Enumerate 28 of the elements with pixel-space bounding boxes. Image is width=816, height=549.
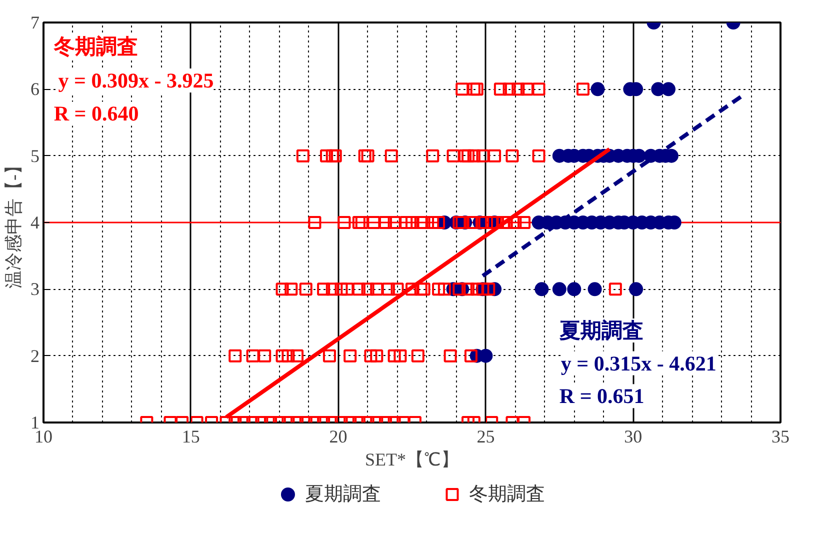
annotation: R = 0.651 [559, 384, 644, 408]
annotation: y = 0.309x - 3.925 [58, 68, 214, 92]
y-tick-label: 2 [30, 346, 40, 366]
y-tick-label: 6 [30, 79, 40, 100]
point [567, 282, 582, 296]
point [552, 282, 566, 296]
y-tick-label: 3 [30, 279, 40, 300]
point [588, 282, 602, 296]
y-tick-label: 7 [30, 12, 40, 32]
x-tick-label: 35 [772, 426, 790, 446]
point [590, 82, 605, 96]
annotation: R = 0.640 [54, 102, 139, 126]
point [629, 282, 644, 296]
point [661, 82, 676, 96]
x-tick-label: 15 [182, 426, 200, 446]
point [534, 282, 549, 296]
x-axis-title: SET*【℃】 [365, 450, 460, 470]
annotation: y = 0.315x - 4.621 [560, 351, 716, 376]
legend-label: 夏期調査 [304, 484, 381, 505]
x-tick-label: 20 [329, 426, 348, 446]
y-tick-label: 5 [30, 146, 40, 166]
legend-label: 冬期調査 [469, 484, 546, 505]
annotation: 冬期調査 [52, 34, 138, 58]
annotation: 夏期調査 [558, 318, 644, 342]
x-tick-label: 30 [624, 426, 642, 446]
y-tick-label: 4 [30, 212, 40, 232]
x-tick-label: 25 [476, 426, 495, 446]
y-axis-title: 温冷感申告【-】 [4, 156, 24, 288]
